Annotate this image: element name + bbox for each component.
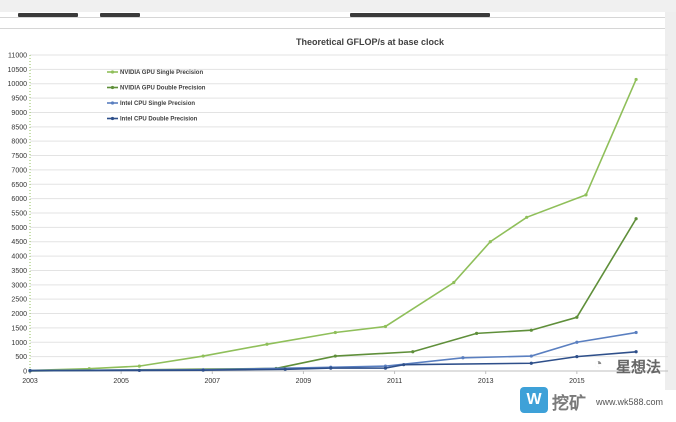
x-tick-label: 2013 bbox=[478, 378, 494, 385]
series-line bbox=[29, 331, 637, 372]
data-point bbox=[137, 368, 141, 373]
y-tick-label: 9000 bbox=[11, 110, 27, 117]
y-tick-label: 500 bbox=[15, 354, 27, 361]
data-point bbox=[634, 77, 638, 82]
y-tick-label: 1000 bbox=[11, 340, 27, 347]
data-point bbox=[475, 331, 479, 335]
x-tick-label: 2007 bbox=[204, 378, 220, 385]
top-band bbox=[0, 0, 676, 12]
data-point bbox=[634, 217, 638, 221]
y-tick-label: 1500 bbox=[11, 325, 27, 332]
series-line bbox=[29, 350, 637, 372]
data-point bbox=[452, 280, 456, 285]
data-point bbox=[575, 315, 579, 319]
y-tick-label: 2500 bbox=[11, 297, 27, 304]
x-tick-label: 2003 bbox=[22, 378, 38, 385]
data-point bbox=[383, 324, 388, 329]
y-tick-label: 10500 bbox=[8, 67, 28, 74]
y-tick-label: 7000 bbox=[11, 167, 27, 174]
legend-label: Intel CPU Double Precision bbox=[120, 117, 198, 123]
watermark-url: www.wk588.com bbox=[596, 397, 664, 407]
watermark-badge: W bbox=[520, 387, 548, 413]
data-point bbox=[575, 355, 579, 359]
y-tick-label: 9500 bbox=[11, 96, 27, 103]
y-tick-label: 6500 bbox=[11, 182, 27, 189]
legend-label: NVIDIA GPU Double Precision bbox=[120, 86, 206, 92]
legend-marker bbox=[110, 101, 115, 105]
data-point bbox=[137, 364, 141, 368]
brand-text: 星想法 bbox=[616, 359, 662, 376]
title-stub bbox=[350, 13, 490, 17]
y-tick-label: 5000 bbox=[11, 225, 27, 232]
series-line bbox=[29, 79, 637, 372]
y-tick-label: 4000 bbox=[11, 254, 27, 261]
y-tick-label: 11000 bbox=[8, 53, 27, 60]
data-point bbox=[529, 361, 533, 365]
legend-label: NVIDIA GPU Single Precision bbox=[120, 70, 203, 76]
y-tick-label: 8500 bbox=[11, 124, 27, 131]
data-point bbox=[333, 354, 337, 358]
wechat-icon: ◔ bbox=[594, 355, 603, 371]
legend-marker bbox=[110, 85, 115, 90]
data-point bbox=[634, 330, 638, 335]
y-tick-label: 3500 bbox=[11, 268, 27, 275]
gridlines bbox=[30, 54, 668, 372]
data-point bbox=[575, 340, 579, 344]
y-tick-label: 10000 bbox=[8, 81, 28, 88]
y-tick-label: 3000 bbox=[11, 282, 27, 289]
data-point bbox=[525, 215, 529, 219]
legend-marker bbox=[110, 70, 115, 74]
y-tick-label: 7500 bbox=[11, 153, 27, 160]
y-tick-labels: 0 500 1000 1500 2000 2500 3000 3500 4000 4500 5000… bbox=[8, 53, 28, 376]
x-tick-label: 2005 bbox=[113, 378, 129, 385]
data-point bbox=[283, 367, 287, 371]
data-point bbox=[28, 369, 32, 373]
y-tick-label: 0 bbox=[23, 369, 27, 376]
x-tick-label: 2011 bbox=[387, 378, 402, 385]
watermark-text: 挖矿 bbox=[552, 394, 586, 413]
data-point bbox=[201, 368, 205, 372]
data-point bbox=[383, 366, 388, 370]
data-point bbox=[584, 193, 588, 197]
y-tick-label: 6000 bbox=[11, 196, 27, 203]
y-tick-label: 8000 bbox=[11, 139, 27, 146]
legend-marker bbox=[110, 116, 115, 121]
title-stub bbox=[18, 13, 78, 17]
frame-line bbox=[0, 28, 676, 29]
chart-title: Theoretical GFLOP/s at base clock bbox=[295, 37, 445, 47]
data-point bbox=[461, 356, 465, 360]
legend: NVIDIA GPU Single Precision NVIDIA GPU Do… bbox=[107, 70, 206, 123]
frame-line bbox=[0, 17, 676, 18]
y-tick-label: 4500 bbox=[11, 239, 27, 246]
side-bar bbox=[665, 12, 676, 390]
x-tick-label: 2009 bbox=[296, 378, 312, 385]
data-point bbox=[333, 330, 337, 335]
title-stub bbox=[100, 13, 140, 17]
data-point bbox=[634, 350, 638, 354]
series-line bbox=[29, 218, 637, 372]
data-point bbox=[488, 240, 492, 244]
y-tick-label: 5500 bbox=[11, 211, 27, 218]
data-point bbox=[265, 342, 269, 346]
data-point bbox=[529, 354, 533, 358]
data-point bbox=[402, 363, 406, 367]
data-point bbox=[201, 354, 205, 358]
series-lines bbox=[28, 77, 638, 373]
data-point bbox=[529, 328, 533, 332]
data-point bbox=[329, 366, 333, 370]
legend-label: Intel CPU Single Precision bbox=[120, 101, 195, 107]
data-point bbox=[411, 350, 415, 354]
x-tick-label: 2015 bbox=[569, 378, 585, 385]
x-tick-labels: 2003 2005 2007 2009 2011 2013 2015 bbox=[22, 378, 585, 385]
y-tick-label: 2000 bbox=[11, 311, 27, 318]
